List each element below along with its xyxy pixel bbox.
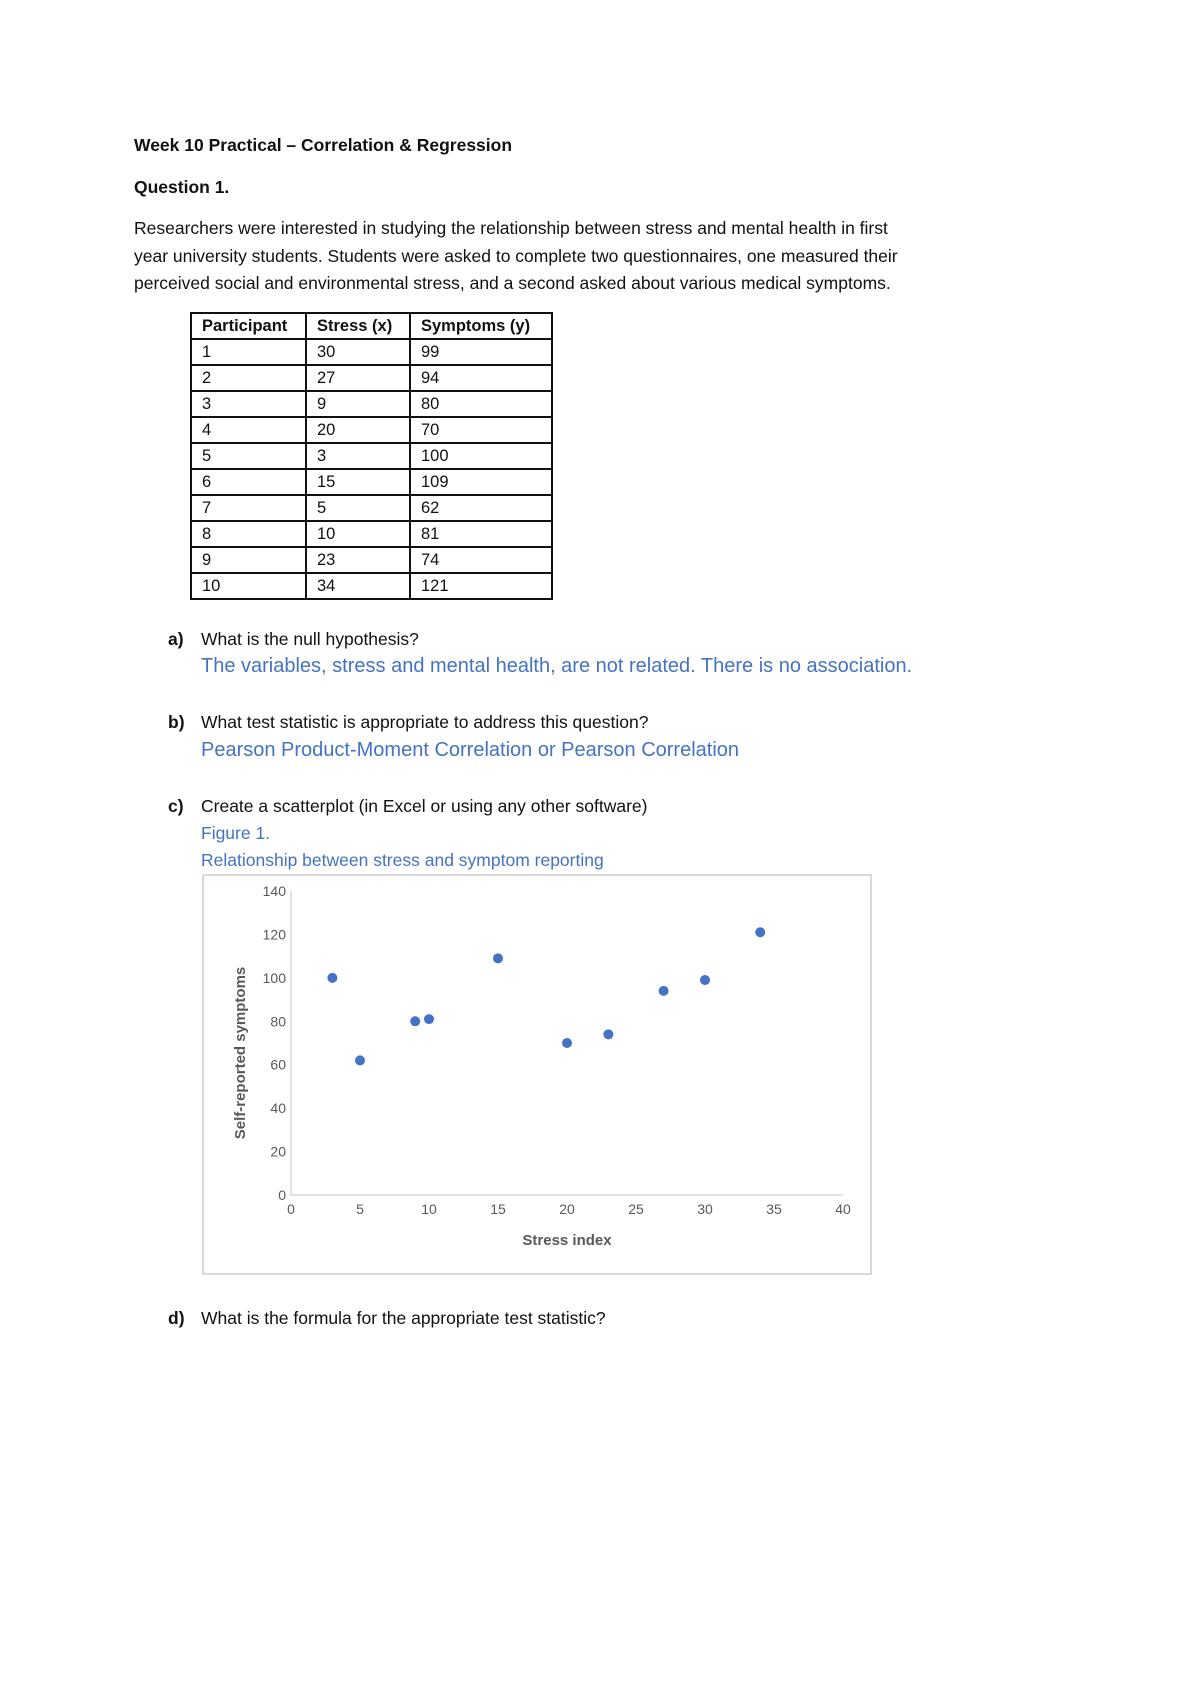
part-a-question: What is the null hypothesis? bbox=[201, 629, 419, 649]
cell-participant: 10 bbox=[190, 572, 307, 600]
cell-symptoms: 70 bbox=[409, 416, 553, 444]
table-row: 6 15 109 bbox=[190, 468, 553, 496]
data-point bbox=[658, 985, 669, 996]
x-tick-label: 15 bbox=[490, 1201, 506, 1217]
cell-stress: 20 bbox=[305, 416, 411, 444]
cell-symptoms: 100 bbox=[409, 442, 553, 470]
cell-symptoms: 99 bbox=[409, 338, 553, 366]
scatterplot-chart: 0 5 10 15 20 25 30 35 40 0 20 40 60 80 100 120 140 Stress… bbox=[202, 874, 872, 1275]
y-tick-label: 100 bbox=[263, 970, 287, 986]
cell-stress: 5 bbox=[305, 494, 411, 522]
cell-stress: 9 bbox=[305, 390, 411, 418]
cell-symptoms: 80 bbox=[409, 390, 553, 418]
table-row: 7 5 62 bbox=[190, 494, 553, 522]
data-point bbox=[493, 953, 503, 964]
cell-participant: 4 bbox=[190, 416, 307, 444]
figure-label: Figure 1. bbox=[201, 823, 271, 843]
y-axis-label: Self-reported symptoms bbox=[232, 967, 249, 1140]
y-tick-label: 60 bbox=[270, 1057, 286, 1073]
table-row: 10 34 121 bbox=[190, 572, 553, 600]
intro-line: Researchers were interested in studying … bbox=[134, 218, 888, 238]
part-b-answer: Pearson Product-Moment Correlation or Pe… bbox=[201, 739, 740, 761]
x-tick-label: 0 bbox=[287, 1201, 295, 1217]
part-a-label: a) bbox=[168, 629, 184, 649]
cell-stress: 10 bbox=[305, 520, 411, 548]
part-b-question: What test statistic is appropriate to ad… bbox=[201, 712, 649, 732]
figure-caption: Relationship between stress and symptom … bbox=[201, 850, 604, 870]
cell-symptoms: 121 bbox=[409, 572, 553, 600]
cell-stress: 30 bbox=[305, 338, 411, 366]
data-point bbox=[410, 1016, 421, 1027]
y-tick-label: 80 bbox=[270, 1013, 286, 1029]
cell-symptoms: 94 bbox=[409, 364, 553, 392]
cell-stress: 3 bbox=[305, 442, 411, 470]
intro-line: perceived social and environmental stres… bbox=[134, 273, 891, 293]
cell-symptoms: 81 bbox=[409, 520, 553, 548]
cell-stress: 15 bbox=[305, 468, 411, 496]
table-row: 1 30 99 bbox=[190, 338, 553, 366]
y-tick-label: 40 bbox=[270, 1100, 286, 1116]
part-a-answer: The variables, stress and mental health,… bbox=[201, 655, 913, 677]
cell-participant: 6 bbox=[190, 468, 307, 496]
x-tick-label: 10 bbox=[421, 1201, 437, 1217]
cell-stress: 23 bbox=[305, 546, 411, 574]
cell-participant: 3 bbox=[190, 390, 307, 418]
table-row: 9 23 74 bbox=[190, 546, 553, 574]
part-b-label: b) bbox=[168, 712, 185, 732]
data-point bbox=[700, 975, 710, 986]
table-row: 2 27 94 bbox=[190, 364, 553, 392]
part-d-question: What is the formula for the appropriate … bbox=[201, 1308, 606, 1328]
cell-symptoms: 62 bbox=[409, 494, 553, 522]
cell-symptoms: 74 bbox=[409, 546, 553, 574]
y-tick-label: 120 bbox=[263, 926, 287, 942]
table-header-row: Participant Stress (x) Symptoms (y) bbox=[190, 312, 553, 340]
data-point bbox=[755, 927, 766, 938]
header-stress: Stress (x) bbox=[305, 312, 411, 340]
scatterplot-svg: 0 5 10 15 20 25 30 35 40 0 20 40 60 80 100 120 140 Stress… bbox=[232, 883, 851, 1249]
y-tick-label: 0 bbox=[278, 1187, 286, 1203]
header-symptoms: Symptoms (y) bbox=[409, 312, 553, 340]
y-tick-label: 20 bbox=[270, 1144, 286, 1160]
x-tick-label: 25 bbox=[628, 1201, 644, 1217]
part-c-label: c) bbox=[168, 796, 184, 816]
table-row: 8 10 81 bbox=[190, 520, 553, 548]
intro-line: year university students. Students were … bbox=[134, 246, 898, 266]
question-heading: Question 1. bbox=[134, 177, 230, 197]
x-tick-label: 30 bbox=[697, 1201, 713, 1217]
table-row: 4 20 70 bbox=[190, 416, 553, 444]
x-tick-label: 35 bbox=[766, 1201, 782, 1217]
data-point bbox=[603, 1029, 614, 1040]
table-row: 3 9 80 bbox=[190, 390, 553, 418]
data-table: Participant Stress (x) Symptoms (y) 1 30 9… bbox=[190, 312, 553, 600]
data-point bbox=[562, 1038, 572, 1048]
y-tick-label: 140 bbox=[263, 883, 287, 899]
x-tick-label: 5 bbox=[356, 1201, 364, 1217]
cell-participant: 5 bbox=[190, 442, 307, 470]
table-row: 5 3 100 bbox=[190, 442, 553, 470]
cell-stress: 27 bbox=[305, 364, 411, 392]
header-participant: Participant bbox=[190, 312, 307, 340]
cell-participant: 2 bbox=[190, 364, 307, 392]
data-point bbox=[355, 1055, 365, 1066]
page-title: Week 10 Practical – Correlation & Regres… bbox=[134, 135, 513, 155]
cell-participant: 7 bbox=[190, 494, 307, 522]
x-axis-label: Stress index bbox=[522, 1232, 612, 1249]
part-c-question: Create a scatterplot (in Excel or using … bbox=[201, 796, 648, 816]
cell-participant: 9 bbox=[190, 546, 307, 574]
x-tick-label: 20 bbox=[559, 1201, 575, 1217]
part-d-label: d) bbox=[168, 1308, 185, 1328]
data-point bbox=[424, 1014, 434, 1025]
cell-stress: 34 bbox=[305, 572, 411, 600]
cell-participant: 1 bbox=[190, 338, 307, 366]
data-point bbox=[327, 972, 338, 983]
x-tick-label: 40 bbox=[835, 1201, 851, 1217]
cell-participant: 8 bbox=[190, 520, 307, 548]
cell-symptoms: 109 bbox=[409, 468, 553, 496]
